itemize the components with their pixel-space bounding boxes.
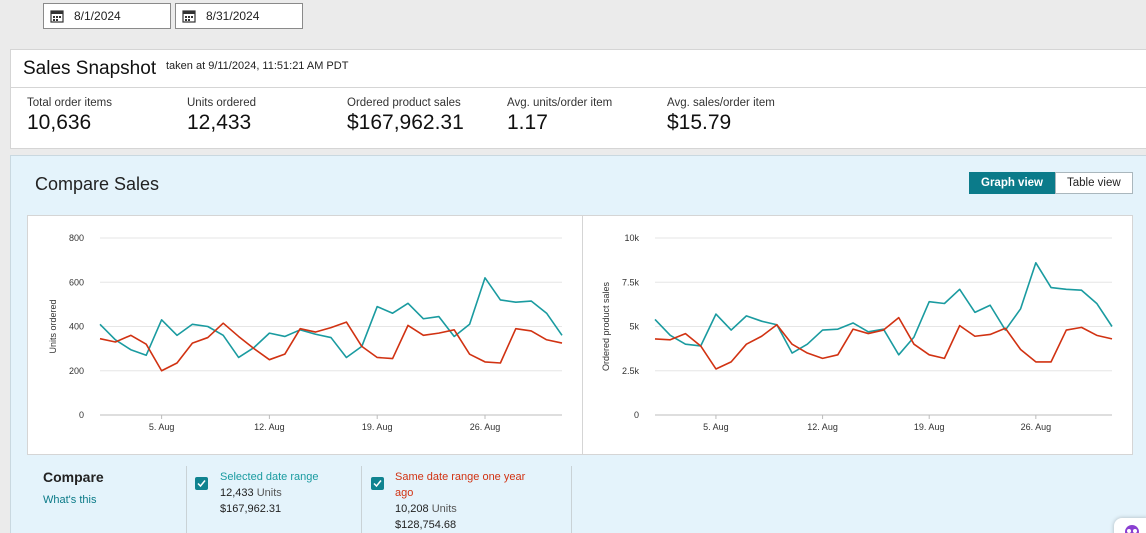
- selected-range-units: 12,433 Units: [220, 485, 318, 501]
- snapshot-title: Sales Snapshot: [23, 58, 157, 79]
- legend-last-year-range: Same date range one year ago 10,208 Unit…: [361, 466, 572, 533]
- chart0-series-last-year-line: [99, 321, 563, 372]
- metric-value: 10,636: [27, 111, 92, 134]
- metric-ordered-product-sales: Ordered product sales $167,962.31: [347, 97, 464, 135]
- metric-avg-sales-per-order-item: Avg. sales/order item $15.79: [667, 97, 775, 135]
- snapshot-header: Sales Snapshot taken at 9/11/2024, 11:51…: [11, 50, 1146, 88]
- sales-snapshot-panel: Sales Snapshot taken at 9/11/2024, 11:51…: [10, 49, 1146, 149]
- metric-value: 12,433: [187, 111, 252, 134]
- chart1-y-axis-label: Ordered product sales: [601, 281, 611, 371]
- compare-sales-title: Compare Sales: [35, 174, 160, 194]
- selected-range-label: Selected date range: [220, 471, 319, 483]
- chart1-y-tick-label: 10k: [624, 233, 639, 243]
- assistant-badge[interactable]: [1114, 518, 1146, 533]
- metric-label: Avg. sales/order item: [667, 97, 775, 109]
- last-year-units: 10,208 Units: [395, 501, 525, 517]
- chart0-x-tick-label: 5. Aug: [149, 422, 175, 432]
- chart1-series-selected-range-line: [654, 261, 1113, 356]
- chart0-x-tick-label: 19. Aug: [362, 422, 393, 432]
- chart1-x-tick-label: 19. Aug: [914, 422, 945, 432]
- assistant-icon: [1125, 525, 1139, 533]
- chart0-y-tick-label: 0: [79, 410, 84, 420]
- chart0-x-tick-label: 12. Aug: [254, 422, 285, 432]
- chart0-y-tick-label: 800: [69, 233, 84, 243]
- metric-value: $15.79: [667, 111, 732, 134]
- chart1-y-tick-label: 0: [634, 410, 639, 420]
- checkmark-icon: [197, 480, 206, 488]
- chart1-series-last-year-line: [654, 316, 1113, 370]
- chart0-y-tick-label: 200: [69, 366, 84, 376]
- whats-this-link[interactable]: What's this: [43, 494, 97, 506]
- last-year-label-line1: Same date range one year: [395, 471, 526, 483]
- chart-divider: [582, 216, 583, 454]
- compare-legend: Compare What's this Selected date range …: [11, 461, 1146, 533]
- start-date-input[interactable]: 8/1/2024: [43, 3, 171, 29]
- metric-value: 1.17: [507, 111, 548, 134]
- compare-label: Compare: [43, 469, 104, 485]
- metric-avg-units-per-order-item: Avg. units/order item 1.17: [507, 97, 612, 135]
- table-view-button[interactable]: Table view: [1055, 172, 1133, 194]
- units-word: Units: [256, 487, 282, 499]
- chart1-x-tick-label: 5. Aug: [703, 422, 729, 432]
- calendar-icon: [50, 9, 64, 23]
- date-range-bar: 8/1/2024 8/31/2024: [0, 0, 1146, 45]
- end-date-value: 8/31/2024: [206, 9, 260, 23]
- metric-label: Total order items: [27, 97, 113, 109]
- last-year-sales: $128,754.68: [395, 519, 457, 531]
- metric-units-ordered: Units ordered 12,433: [187, 97, 256, 135]
- calendar-icon: [182, 9, 196, 23]
- chart0-y-tick-label: 600: [69, 277, 84, 287]
- chart1-y-tick-label: 2.5k: [622, 366, 640, 376]
- selected-range-checkbox[interactable]: [195, 477, 208, 490]
- legend-selected-range: Selected date range 12,433 Units $167,96…: [186, 466, 361, 533]
- checkmark-icon: [373, 480, 382, 488]
- metric-value: $167,962.31: [347, 111, 464, 134]
- snapshot-timestamp: taken at 9/11/2024, 11:51:21 AM PDT: [166, 60, 349, 72]
- metric-label: Units ordered: [187, 97, 257, 109]
- chart1-x-tick-label: 12. Aug: [807, 422, 838, 432]
- units-value: 10,208: [395, 503, 429, 515]
- graph-view-button[interactable]: Graph view: [969, 172, 1055, 194]
- ordered-product-sales-chart: 0 2.5k 5k 7.5k 10k 5. Aug 12. Aug 19. Aug 26. Au…: [601, 233, 1113, 432]
- last-year-text: Same date range one year ago 10,208 Unit…: [395, 469, 525, 533]
- units-word: Units: [431, 503, 457, 515]
- chart0-y-axis-label: Units ordered: [48, 299, 58, 353]
- chart1-x-tick-label: 26. Aug: [1021, 422, 1052, 432]
- start-date-value: 8/1/2024: [74, 9, 121, 23]
- chart0-x-tick-label: 26. Aug: [470, 422, 501, 432]
- selected-range-sales: $167,962.31: [220, 503, 282, 515]
- selected-range-text: Selected date range 12,433 Units $167,96…: [220, 469, 318, 517]
- units-value: 12,433: [220, 487, 254, 499]
- compare-sales-panel: Compare Sales Graph view Table view 0 200…: [10, 155, 1146, 533]
- metric-total-order-items: Total order items 10,636: [27, 97, 112, 135]
- units-ordered-chart: 0 200 400 600 800 5. Aug 12. Aug 19. Aug 26. Aug…: [48, 233, 563, 432]
- last-year-checkbox[interactable]: [371, 477, 384, 490]
- end-date-input[interactable]: 8/31/2024: [175, 3, 303, 29]
- chart1-y-tick-label: 5k: [629, 322, 639, 332]
- metric-label: Ordered product sales: [347, 97, 461, 109]
- view-toggle: Graph view Table view: [969, 172, 1133, 194]
- metric-label: Avg. units/order item: [507, 97, 613, 109]
- charts-container: 0 200 400 600 800 5. Aug 12. Aug 19. Aug 26. Aug…: [27, 215, 1133, 455]
- chart0-series-selected-range-line: [99, 277, 563, 359]
- chart0-y-tick-label: 400: [69, 322, 84, 332]
- chart1-y-tick-label: 7.5k: [622, 277, 640, 287]
- last-year-label-line2: ago: [395, 487, 414, 499]
